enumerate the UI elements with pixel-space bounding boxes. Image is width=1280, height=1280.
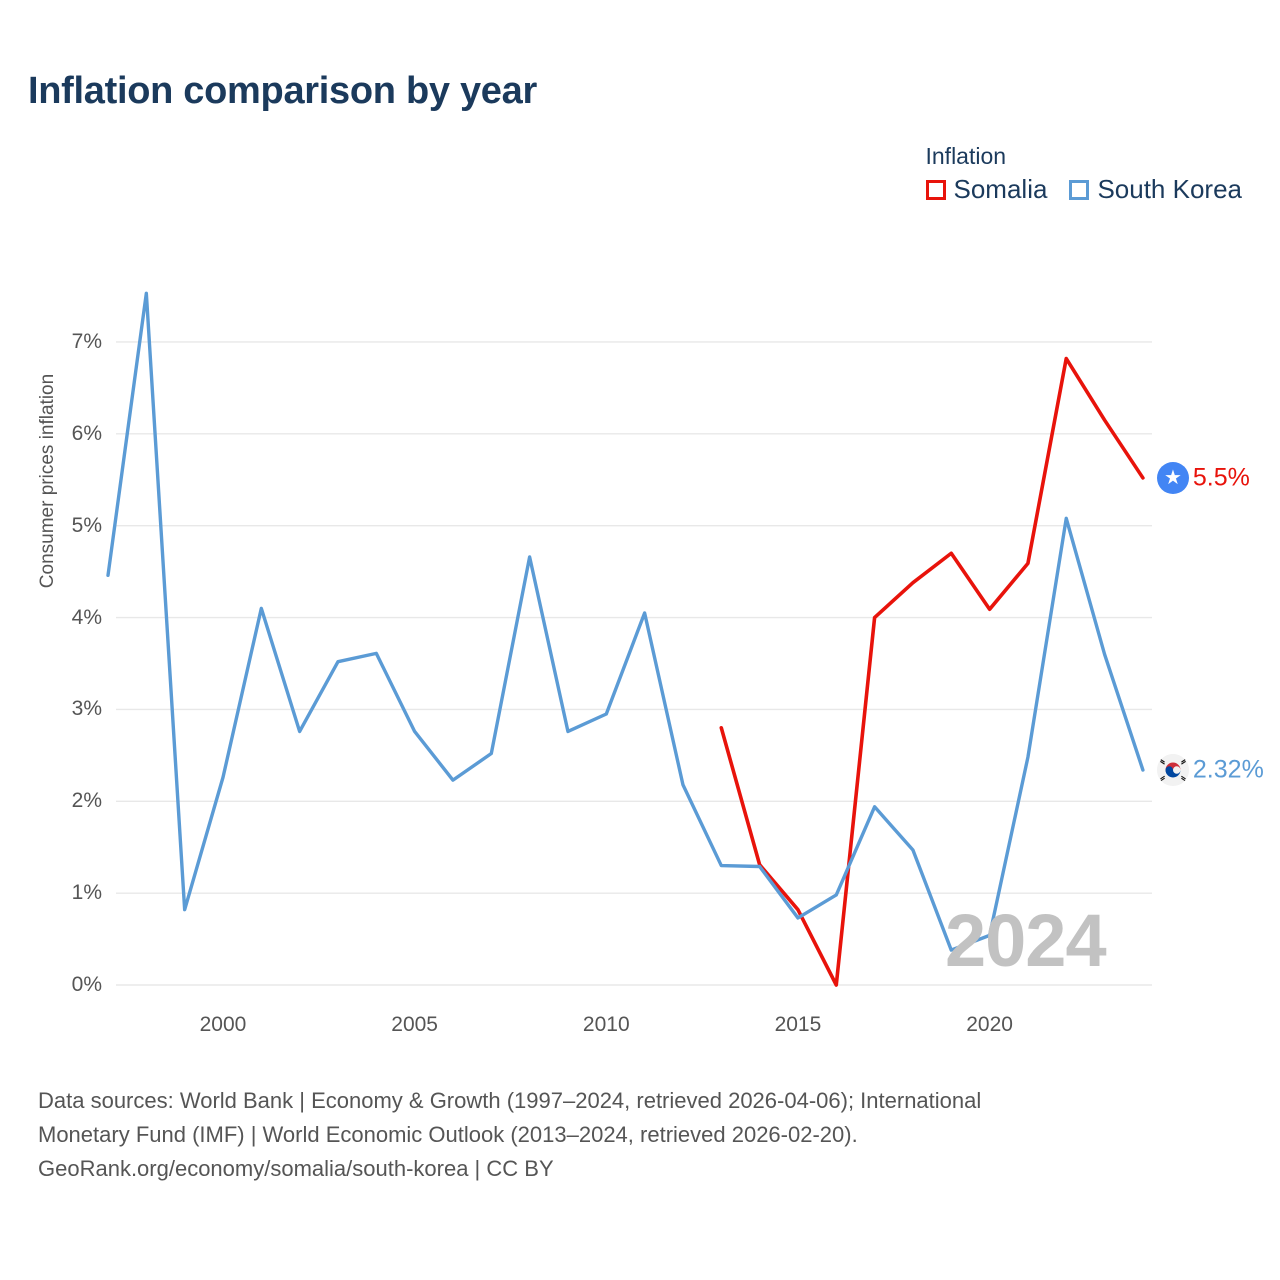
y-axis-tick-label: 2% (71, 789, 102, 813)
somalia-flag-icon: ★ (1156, 461, 1189, 494)
y-axis-tick-label: 4% (71, 605, 102, 629)
series-line-south-korea (106, 291, 1145, 952)
page-title: Inflation comparison by year (28, 70, 537, 112)
y-axis-tick-label: 0% (71, 973, 102, 996)
star-icon: ★ (1163, 466, 1182, 489)
y-axis-tick-label: 1% (71, 881, 102, 905)
legend-items: Somalia South Korea (925, 174, 1242, 205)
year-watermark: 2024 (945, 899, 1107, 982)
y-axis-tick-label: 5% (71, 513, 102, 537)
legend-item-label: South Korea (1097, 174, 1242, 204)
y-axis-tick-label: 7% (71, 329, 102, 353)
footer-line-2: Monetary Fund (IMF) | World Economic Out… (38, 1122, 858, 1148)
south-korea-end-label: 2.32% (1192, 755, 1264, 784)
footer-line-1: Data sources: World Bank | Economy & Gro… (38, 1088, 982, 1113)
legend-swatch-icon (925, 179, 946, 200)
x-axis-tick-label: 2010 (582, 1013, 630, 1036)
chart-legend: Inflation Somalia South Korea (925, 143, 1242, 205)
legend-swatch-icon (1069, 179, 1090, 200)
y-axis-tick-label: 3% (71, 697, 102, 721)
legend-heading: Inflation (925, 143, 1007, 169)
footer-note: Data sources: World Bank | Economy & Gro… (38, 1084, 1238, 1186)
taegeuk-icon (1156, 754, 1189, 787)
y-axis-tick-label: 6% (71, 421, 102, 445)
legend-item-somalia[interactable]: Somalia (925, 174, 1048, 205)
footer-line-3: GeoRank.org/economy/somalia/south-korea … (38, 1156, 554, 1182)
legend-item-south-korea[interactable]: South Korea (1069, 174, 1242, 205)
x-axis-tick-label: 2000 (199, 1013, 247, 1036)
somalia-end-label: 5.5% (1192, 463, 1250, 492)
x-axis-tick-label: 2020 (966, 1013, 1013, 1036)
x-axis-tick-label: 2005 (391, 1013, 438, 1036)
south-korea-flag-icon (1156, 754, 1189, 787)
series-line-somalia (719, 356, 1145, 987)
legend-item-label: Somalia (953, 174, 1048, 204)
x-axis-tick-label: 2015 (774, 1013, 822, 1036)
